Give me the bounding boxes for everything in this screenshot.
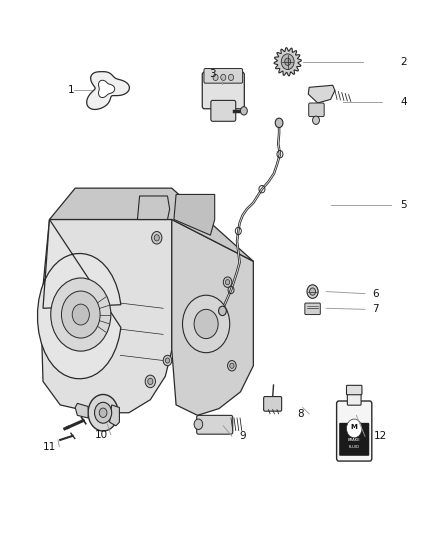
FancyBboxPatch shape bbox=[211, 100, 236, 122]
FancyBboxPatch shape bbox=[339, 423, 369, 456]
Circle shape bbox=[275, 118, 283, 127]
Text: 8: 8 bbox=[297, 409, 304, 419]
Text: BRAKE: BRAKE bbox=[348, 439, 360, 442]
Circle shape bbox=[310, 288, 315, 295]
Circle shape bbox=[223, 277, 232, 287]
Text: 11: 11 bbox=[43, 442, 56, 451]
Polygon shape bbox=[174, 195, 215, 235]
Text: 9: 9 bbox=[239, 431, 246, 441]
Text: 5: 5 bbox=[400, 200, 407, 210]
Circle shape bbox=[95, 402, 112, 423]
Polygon shape bbox=[49, 188, 253, 261]
Circle shape bbox=[194, 309, 218, 338]
Circle shape bbox=[281, 54, 294, 70]
FancyBboxPatch shape bbox=[347, 392, 361, 405]
Polygon shape bbox=[38, 220, 121, 379]
Circle shape bbox=[72, 304, 89, 325]
Circle shape bbox=[183, 295, 230, 353]
Circle shape bbox=[145, 375, 155, 387]
FancyBboxPatch shape bbox=[309, 103, 324, 117]
FancyBboxPatch shape bbox=[204, 69, 243, 83]
Text: 6: 6 bbox=[372, 289, 379, 298]
FancyBboxPatch shape bbox=[197, 415, 233, 434]
Circle shape bbox=[88, 394, 118, 431]
Text: 2: 2 bbox=[400, 56, 407, 67]
Polygon shape bbox=[308, 85, 335, 103]
Circle shape bbox=[313, 116, 319, 124]
Polygon shape bbox=[172, 220, 253, 415]
Circle shape bbox=[221, 74, 226, 80]
Circle shape bbox=[346, 419, 362, 438]
FancyBboxPatch shape bbox=[202, 72, 244, 109]
Circle shape bbox=[307, 285, 318, 298]
FancyBboxPatch shape bbox=[305, 303, 320, 314]
Polygon shape bbox=[99, 80, 115, 98]
Polygon shape bbox=[138, 196, 170, 220]
Circle shape bbox=[226, 280, 230, 285]
Text: M: M bbox=[351, 424, 358, 430]
Polygon shape bbox=[75, 403, 88, 418]
FancyBboxPatch shape bbox=[264, 397, 282, 411]
Text: FLUID: FLUID bbox=[349, 445, 360, 449]
Text: 1: 1 bbox=[67, 85, 74, 95]
Circle shape bbox=[230, 363, 234, 368]
Text: 12: 12 bbox=[373, 431, 387, 441]
Text: 10: 10 bbox=[95, 430, 107, 440]
Circle shape bbox=[219, 306, 226, 316]
Circle shape bbox=[229, 74, 233, 80]
Text: 7: 7 bbox=[372, 304, 379, 314]
Circle shape bbox=[228, 360, 236, 371]
Text: 4: 4 bbox=[400, 97, 407, 107]
Polygon shape bbox=[41, 220, 172, 413]
Polygon shape bbox=[110, 405, 120, 426]
FancyBboxPatch shape bbox=[337, 401, 372, 461]
Circle shape bbox=[166, 358, 170, 363]
Polygon shape bbox=[87, 71, 129, 109]
Circle shape bbox=[240, 107, 247, 115]
FancyBboxPatch shape bbox=[346, 385, 362, 395]
Polygon shape bbox=[274, 47, 301, 76]
Circle shape bbox=[99, 408, 107, 417]
Circle shape bbox=[51, 278, 111, 351]
Circle shape bbox=[213, 74, 218, 80]
Circle shape bbox=[163, 356, 172, 366]
Circle shape bbox=[285, 58, 291, 66]
Text: 3: 3 bbox=[209, 69, 216, 79]
Circle shape bbox=[154, 235, 159, 241]
Circle shape bbox=[148, 378, 153, 384]
Circle shape bbox=[61, 291, 100, 338]
Circle shape bbox=[194, 419, 203, 430]
Circle shape bbox=[152, 231, 162, 244]
